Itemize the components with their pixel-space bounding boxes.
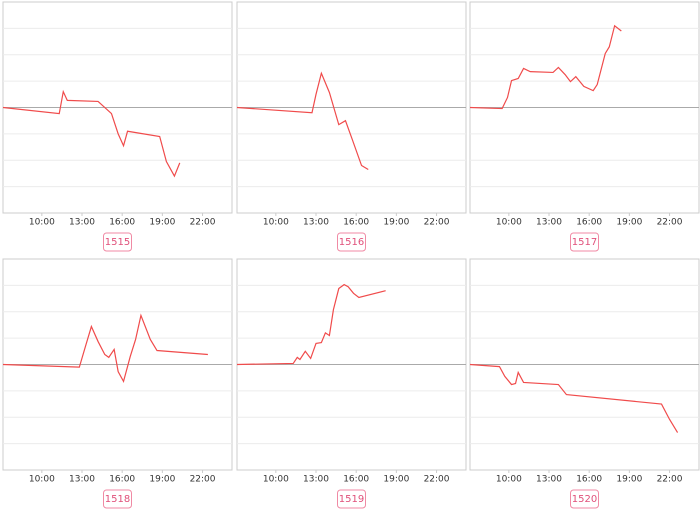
x-tick-label: 22:00 — [657, 218, 683, 228]
line — [469, 24, 622, 110]
x-tick-label: 10:00 — [496, 218, 522, 228]
x-tick-label: 19:00 — [383, 218, 409, 228]
x-tick-label: 10:00 — [29, 218, 55, 228]
x-tick-label: 19:00 — [616, 218, 642, 228]
symbol-button[interactable] — [103, 489, 132, 509]
x-tick-label: 10:00 — [263, 475, 289, 485]
x-tick-label: 13:00 — [303, 218, 329, 228]
x-tick-label: 22:00 — [190, 475, 216, 485]
symbol-button[interactable] — [337, 232, 366, 252]
symbol-label[interactable]: 1516 — [339, 237, 364, 248]
line — [2, 89, 181, 178]
x-tick-label: 19:00 — [383, 475, 409, 485]
x-tick-label: 10:00 — [29, 475, 55, 485]
symbol-label[interactable]: 1520 — [572, 494, 597, 505]
line — [236, 71, 369, 170]
line — [2, 313, 208, 383]
x-tick-label: 19:00 — [149, 218, 175, 228]
x-tick-label: 13:00 — [69, 475, 95, 485]
symbol-button[interactable] — [570, 232, 599, 252]
x-tick-label: 16:00 — [109, 475, 135, 485]
x-tick-label: 22:00 — [424, 218, 450, 228]
x-tick-label: 16:00 — [576, 475, 602, 485]
line — [236, 283, 386, 366]
x-tick-label: 16:00 — [343, 218, 369, 228]
x-tick-label: 10:00 — [496, 475, 522, 485]
x-tick-label: 13:00 — [69, 218, 95, 228]
symbol-label[interactable]: 1517 — [572, 237, 597, 248]
x-tick-label: 13:00 — [536, 218, 562, 228]
x-tick-label: 19:00 — [149, 475, 175, 485]
x-tick-label: 16:00 — [343, 475, 369, 485]
symbol-label[interactable]: 1515 — [105, 237, 130, 248]
symbol-button[interactable] — [103, 232, 132, 252]
x-tick-label: 19:00 — [616, 475, 642, 485]
x-tick-label: 10:00 — [263, 218, 289, 228]
x-tick-label: 16:00 — [109, 218, 135, 228]
symbol-button[interactable] — [570, 489, 599, 509]
x-tick-label: 22:00 — [190, 218, 216, 228]
symbol-button[interactable] — [337, 489, 366, 509]
symbol-label[interactable]: 1519 — [339, 494, 364, 505]
line — [469, 363, 679, 433]
x-tick-label: 16:00 — [576, 218, 602, 228]
symbol-label[interactable]: 1518 — [105, 494, 130, 505]
x-tick-label: 22:00 — [424, 475, 450, 485]
x-tick-label: 13:00 — [303, 475, 329, 485]
x-tick-label: 13:00 — [536, 475, 562, 485]
x-tick-label: 22:00 — [657, 475, 683, 485]
